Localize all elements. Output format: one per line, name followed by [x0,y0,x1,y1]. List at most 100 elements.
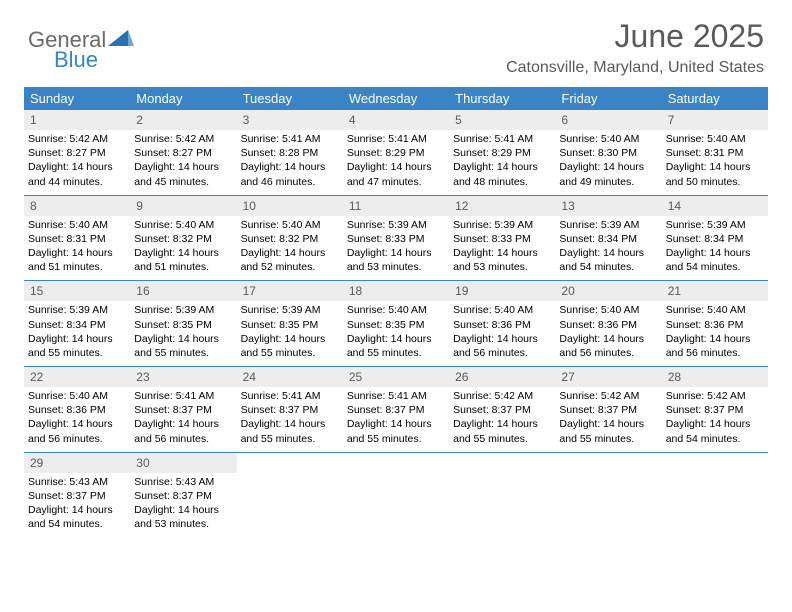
sunrise-text: Sunrise: 5:42 AM [28,132,126,146]
sunrise-text: Sunrise: 5:42 AM [559,389,657,403]
sunrise-text: Sunrise: 5:40 AM [28,218,126,232]
day-number [449,453,555,459]
daylight-text: Daylight: 14 hours and 55 minutes. [134,332,232,360]
header: General Blue June 2025 Catonsville, Mary… [0,0,792,79]
calendar-cell: 21Sunrise: 5:40 AMSunset: 8:36 PMDayligh… [662,281,768,366]
sunrise-text: Sunrise: 5:40 AM [347,303,445,317]
day-number: 6 [555,110,661,130]
sunset-text: Sunset: 8:31 PM [28,232,126,246]
sunrise-text: Sunrise: 5:41 AM [241,389,339,403]
sunset-text: Sunset: 8:36 PM [666,318,764,332]
sunrise-text: Sunrise: 5:39 AM [241,303,339,317]
day-number: 29 [24,453,130,473]
day-details: Sunrise: 5:40 AMSunset: 8:36 PMDaylight:… [555,301,661,360]
day-number: 9 [130,196,236,216]
sunrise-text: Sunrise: 5:43 AM [28,475,126,489]
sunrise-text: Sunrise: 5:40 AM [28,389,126,403]
sunset-text: Sunset: 8:35 PM [241,318,339,332]
day-header: Thursday [449,87,555,110]
sunrise-text: Sunrise: 5:41 AM [347,132,445,146]
day-number: 22 [24,367,130,387]
day-number: 13 [555,196,661,216]
sunset-text: Sunset: 8:27 PM [134,146,232,160]
daylight-text: Daylight: 14 hours and 55 minutes. [559,417,657,445]
calendar-cell: 15Sunrise: 5:39 AMSunset: 8:34 PMDayligh… [24,281,130,366]
sunrise-text: Sunrise: 5:41 AM [347,389,445,403]
calendar-cell: 8Sunrise: 5:40 AMSunset: 8:31 PMDaylight… [24,196,130,281]
daylight-text: Daylight: 14 hours and 44 minutes. [28,160,126,188]
daylight-text: Daylight: 14 hours and 53 minutes. [134,503,232,531]
location-text: Catonsville, Maryland, United States [506,59,764,77]
day-details: Sunrise: 5:41 AMSunset: 8:37 PMDaylight:… [237,387,343,446]
calendar-week: 15Sunrise: 5:39 AMSunset: 8:34 PMDayligh… [24,280,768,366]
day-number: 4 [343,110,449,130]
calendar-cell: 3Sunrise: 5:41 AMSunset: 8:28 PMDaylight… [237,110,343,195]
calendar-cell: 29Sunrise: 5:43 AMSunset: 8:37 PMDayligh… [24,453,130,538]
sunset-text: Sunset: 8:36 PM [453,318,551,332]
daylight-text: Daylight: 14 hours and 53 minutes. [347,246,445,274]
day-details: Sunrise: 5:41 AMSunset: 8:29 PMDaylight:… [343,130,449,189]
sunrise-text: Sunrise: 5:41 AM [241,132,339,146]
calendar-cell: 28Sunrise: 5:42 AMSunset: 8:37 PMDayligh… [662,367,768,452]
page-title: June 2025 [506,18,764,55]
calendar-cell: 27Sunrise: 5:42 AMSunset: 8:37 PMDayligh… [555,367,661,452]
calendar-cell: 13Sunrise: 5:39 AMSunset: 8:34 PMDayligh… [555,196,661,281]
day-details: Sunrise: 5:40 AMSunset: 8:31 PMDaylight:… [24,216,130,275]
day-header: Monday [130,87,236,110]
day-details: Sunrise: 5:42 AMSunset: 8:27 PMDaylight:… [130,130,236,189]
day-details: Sunrise: 5:39 AMSunset: 8:33 PMDaylight:… [343,216,449,275]
sunrise-text: Sunrise: 5:39 AM [28,303,126,317]
calendar-cell: 23 Sunrise: 5:41 AMSunset: 8:37 PMDayligh… [130,367,236,452]
daylight-text: Daylight: 14 hours and 56 minutes. [28,417,126,445]
daylight-text: Daylight: 14 hours and 55 minutes. [28,332,126,360]
calendar-week: 1Sunrise: 5:42 AMSunset: 8:27 PMDaylight… [24,110,768,195]
daylight-text: Daylight: 14 hours and 56 minutes. [134,417,232,445]
calendar-cell: 7Sunrise: 5:40 AMSunset: 8:31 PMDaylight… [662,110,768,195]
daylight-text: Daylight: 14 hours and 50 minutes. [666,160,764,188]
day-number: 23 [130,367,236,387]
day-number: 28 [662,367,768,387]
day-number: 15 [24,281,130,301]
sunrise-text: Sunrise: 5:39 AM [559,218,657,232]
sunset-text: Sunset: 8:29 PM [347,146,445,160]
sunrise-text: Sunrise: 5:42 AM [453,389,551,403]
calendar-cell: 26Sunrise: 5:42 AMSunset: 8:37 PMDayligh… [449,367,555,452]
sunset-text: Sunset: 8:37 PM [134,403,232,417]
day-number: 11 [343,196,449,216]
day-details: Sunrise: 5:41 AMSunset: 8:28 PMDaylight:… [237,130,343,189]
sunrise-text: Sunrise: 5:40 AM [559,132,657,146]
day-header-row: Sunday Monday Tuesday Wednesday Thursday… [24,87,768,110]
daylight-text: Daylight: 14 hours and 54 minutes. [666,417,764,445]
day-number: 8 [24,196,130,216]
sunset-text: Sunset: 8:32 PM [134,232,232,246]
day-details: Sunrise: 5:40 AMSunset: 8:36 PMDaylight:… [449,301,555,360]
sunrise-text: Sunrise: 5:43 AM [134,475,232,489]
day-details: Sunrise: 5:43 AMSunset: 8:37 PMDaylight:… [24,473,130,532]
day-details: Sunrise: 5:41 AMSunset: 8:37 PMDaylight:… [343,387,449,446]
sunrise-text: Sunrise: 5:41 AM [134,389,232,403]
calendar-cell: 25Sunrise: 5:41 AMSunset: 8:37 PMDayligh… [343,367,449,452]
sunrise-text: Sunrise: 5:39 AM [666,218,764,232]
sunrise-text: Sunrise: 5:39 AM [134,303,232,317]
sunset-text: Sunset: 8:34 PM [559,232,657,246]
calendar-week: 22Sunrise: 5:40 AMSunset: 8:36 PMDayligh… [24,366,768,452]
day-number: 24 [237,367,343,387]
daylight-text: Daylight: 14 hours and 45 minutes. [134,160,232,188]
day-number: 26 [449,367,555,387]
day-details: Sunrise: 5:40 AMSunset: 8:36 PMDaylight:… [24,387,130,446]
daylight-text: Daylight: 14 hours and 53 minutes. [453,246,551,274]
sunrise-text: Sunrise: 5:42 AM [134,132,232,146]
day-details: Sunrise: 5:39 AMSunset: 8:35 PMDaylight:… [130,301,236,360]
daylight-text: Daylight: 14 hours and 51 minutes. [134,246,232,274]
calendar-cell: 12Sunrise: 5:39 AMSunset: 8:33 PMDayligh… [449,196,555,281]
heading-block: June 2025 Catonsville, Maryland, United … [506,18,764,77]
calendar-cell: 2Sunrise: 5:42 AMSunset: 8:27 PMDaylight… [130,110,236,195]
sunset-text: Sunset: 8:28 PM [241,146,339,160]
calendar-cell: 17Sunrise: 5:39 AMSunset: 8:35 PMDayligh… [237,281,343,366]
day-details: Sunrise: 5:39 AMSunset: 8:34 PMDaylight:… [555,216,661,275]
sunrise-text: Sunrise: 5:41 AM [453,132,551,146]
sunset-text: Sunset: 8:37 PM [347,403,445,417]
daylight-text: Daylight: 14 hours and 55 minutes. [347,417,445,445]
sunset-text: Sunset: 8:27 PM [28,146,126,160]
calendar-cell [237,453,343,538]
